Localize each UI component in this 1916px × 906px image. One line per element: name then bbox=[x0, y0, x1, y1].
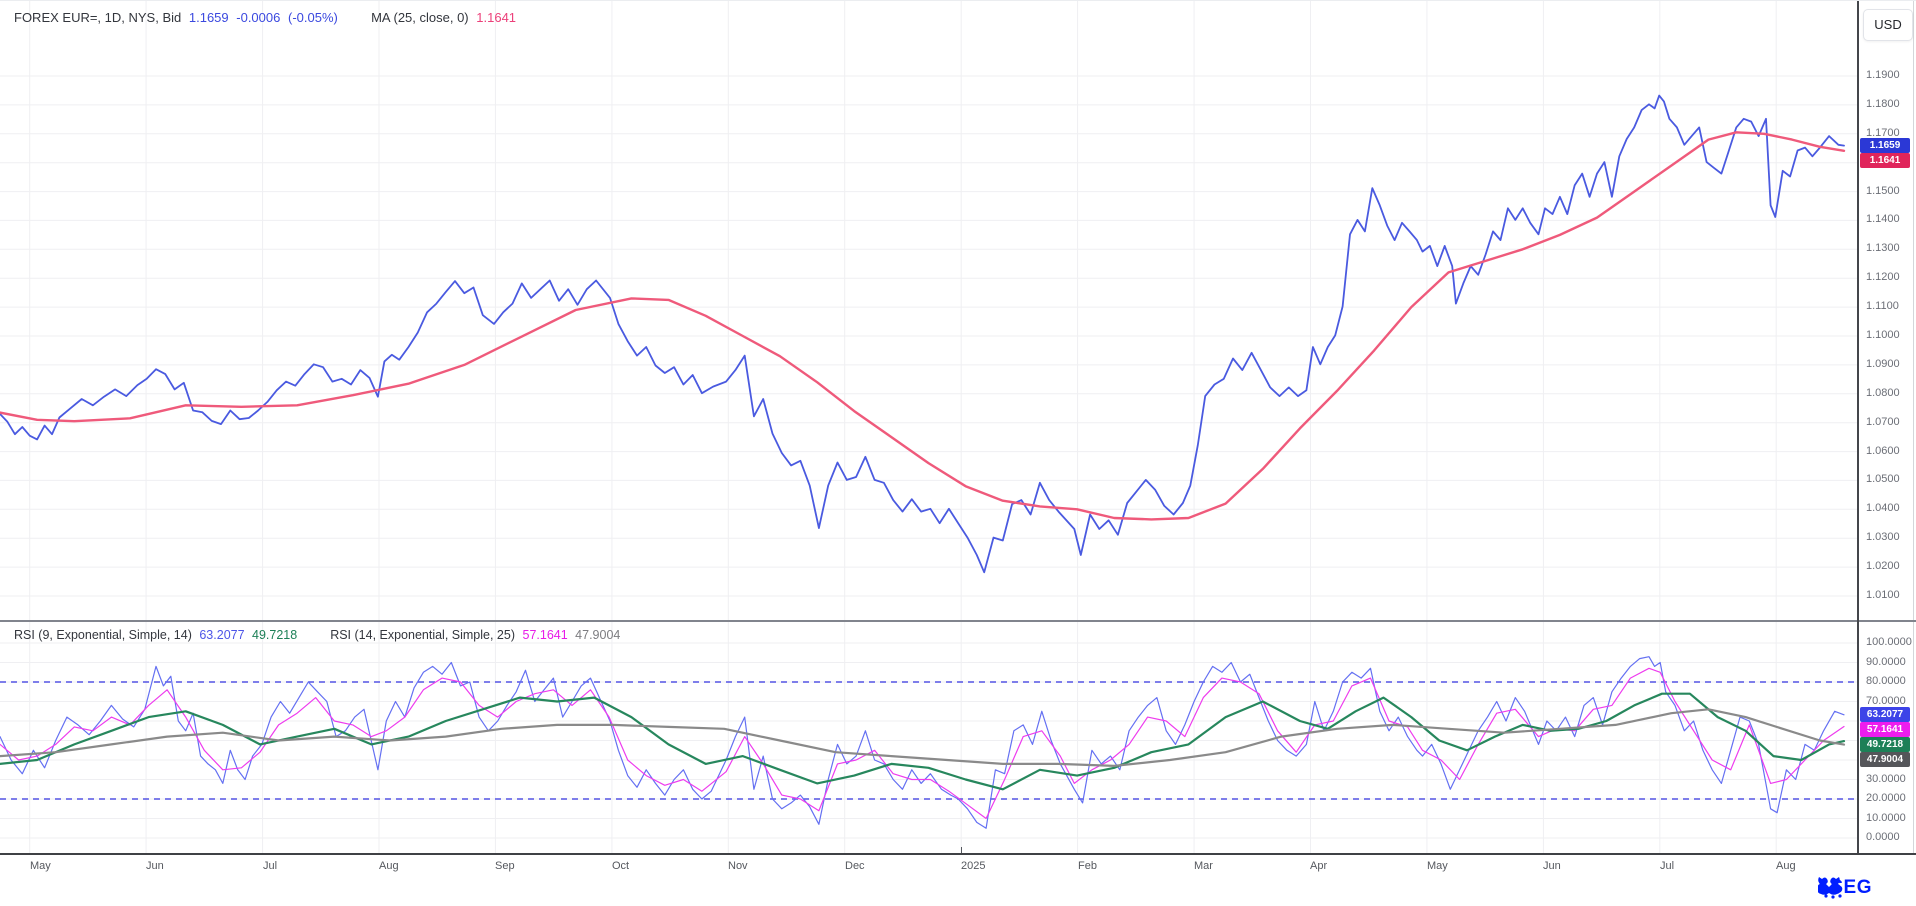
lseg-crest-icon bbox=[1818, 877, 1842, 899]
price-chart-canvas[interactable] bbox=[0, 1, 1857, 622]
price-axis-label: 1.0200 bbox=[1866, 560, 1900, 572]
bid-line bbox=[0, 94, 1845, 574]
time-axis-label-dec[interactable]: Dec bbox=[845, 860, 865, 872]
panel-divider[interactable] bbox=[0, 620, 1916, 622]
time-axis-label-jul[interactable]: Jul bbox=[263, 860, 278, 872]
axis-badge-63.2077: 63.2077 bbox=[1860, 707, 1910, 722]
time-axis-label-aug[interactable]: Aug bbox=[379, 860, 399, 872]
rsi-axis-label: 0.0000 bbox=[1866, 831, 1900, 843]
time-axis-label-apr[interactable]: Apr bbox=[1310, 860, 1328, 872]
main-chart-legend[interactable]: FOREX EUR=, 1D, NYS, Bid 1.1659 -0.0006 … bbox=[14, 10, 520, 25]
year-boundary-tick bbox=[961, 847, 962, 853]
price-axis-label: 1.0500 bbox=[1866, 473, 1900, 485]
price-change-value: -0.0006 bbox=[236, 10, 281, 25]
price-axis-label: 1.1100 bbox=[1866, 300, 1899, 312]
time-axis-label-sep[interactable]: Sep bbox=[495, 860, 515, 872]
time-axis-label-may[interactable]: May bbox=[30, 860, 51, 872]
price-axis-label: 1.1500 bbox=[1866, 185, 1900, 197]
price-axis-label: 1.1900 bbox=[1866, 69, 1900, 81]
time-axis-label-may[interactable]: May bbox=[1427, 860, 1448, 872]
rsi2-value: 57.1641 bbox=[522, 628, 568, 642]
rsi1-signal-value: 49.7218 bbox=[252, 628, 298, 642]
rsi-axis-label: 20.0000 bbox=[1866, 792, 1906, 804]
rsi1-label[interactable]: RSI (9, Exponential, Simple, 14) bbox=[14, 628, 192, 642]
rsi-axis-label: 10.0000 bbox=[1866, 812, 1906, 824]
rsi-axis-label: 70.0000 bbox=[1866, 695, 1906, 707]
lseg-logo: LSEG bbox=[1818, 877, 1872, 899]
axis-badge-1.1641: 1.1641 bbox=[1860, 153, 1910, 168]
price-axis-label: 1.1300 bbox=[1866, 242, 1900, 254]
time-axis-label-oct[interactable]: Oct bbox=[612, 860, 630, 872]
rsi-chart-canvas[interactable] bbox=[0, 622, 1857, 853]
time-axis-label-nov[interactable]: Nov bbox=[728, 860, 748, 872]
price-axis-label: 1.1800 bbox=[1866, 98, 1900, 110]
price-axis-label: 1.1000 bbox=[1866, 329, 1900, 341]
time-axis-label-2025[interactable]: 2025 bbox=[961, 860, 986, 872]
time-axis-label-aug[interactable]: Aug bbox=[1776, 860, 1796, 872]
axis-badge-1.1659: 1.1659 bbox=[1860, 138, 1910, 153]
time-axis-label-feb[interactable]: Feb bbox=[1078, 860, 1097, 872]
price-axis-label: 1.1400 bbox=[1866, 213, 1900, 225]
rsi-axis-label: 30.0000 bbox=[1866, 773, 1906, 785]
rsi-14-line bbox=[0, 692, 1846, 791]
price-axis-label: 1.1200 bbox=[1866, 271, 1900, 283]
chart-right-border bbox=[1913, 1, 1914, 854]
axis-badge-47.9004: 47.9004 bbox=[1860, 752, 1910, 767]
price-axis-label: 1.0700 bbox=[1866, 416, 1900, 428]
price-axis-separator bbox=[1857, 1, 1859, 854]
price-axis-label: 1.0900 bbox=[1866, 358, 1900, 370]
rsi-legend[interactable]: RSI (9, Exponential, Simple, 14) 63.2077… bbox=[14, 628, 624, 642]
rsi-axis-label: 100.0000 bbox=[1866, 636, 1912, 648]
ma-25-close-0--line bbox=[0, 131, 1846, 521]
price-axis-label: 1.1700 bbox=[1866, 127, 1900, 139]
rsi-9-smoothing-line bbox=[0, 667, 1845, 820]
rsi-14-smoothing-line bbox=[0, 708, 1846, 767]
time-axis-label-jul[interactable]: Jul bbox=[1660, 860, 1675, 872]
rsi2-label[interactable]: RSI (14, Exponential, Simple, 25) bbox=[330, 628, 516, 642]
rsi-axis-label: 90.0000 bbox=[1866, 656, 1906, 668]
rsi2-signal-value: 47.9004 bbox=[575, 628, 621, 642]
axis-badge-57.1641: 57.1641 bbox=[1860, 722, 1910, 737]
last-price-value: 1.1659 bbox=[188, 10, 229, 25]
ma-indicator-value: 1.1641 bbox=[476, 10, 517, 25]
time-axis-line bbox=[0, 853, 1916, 855]
price-axis-label: 1.0400 bbox=[1866, 502, 1900, 514]
symbol-description: FOREX EUR=, 1D, NYS, Bid bbox=[14, 10, 182, 25]
rsi-9-line bbox=[0, 656, 1845, 829]
time-axis-label-jun[interactable]: Jun bbox=[1543, 860, 1561, 872]
axis-badge-49.7218: 49.7218 bbox=[1860, 737, 1910, 752]
price-axis-label: 1.0300 bbox=[1866, 531, 1900, 543]
rsi1-value: 63.2077 bbox=[199, 628, 245, 642]
rsi-axis-label: 80.0000 bbox=[1866, 675, 1906, 687]
price-axis-label: 1.0100 bbox=[1866, 589, 1900, 601]
price-axis-label: 1.0600 bbox=[1866, 445, 1900, 457]
time-axis-label-jun[interactable]: Jun bbox=[146, 860, 164, 872]
time-axis-label-mar[interactable]: Mar bbox=[1194, 860, 1213, 872]
ma-indicator-label[interactable]: MA (25, close, 0) bbox=[371, 10, 469, 25]
price-change-percent: (-0.05%) bbox=[287, 10, 338, 25]
price-axis-label: 1.0800 bbox=[1866, 387, 1900, 399]
currency-axis-button[interactable]: USD bbox=[1863, 9, 1913, 41]
